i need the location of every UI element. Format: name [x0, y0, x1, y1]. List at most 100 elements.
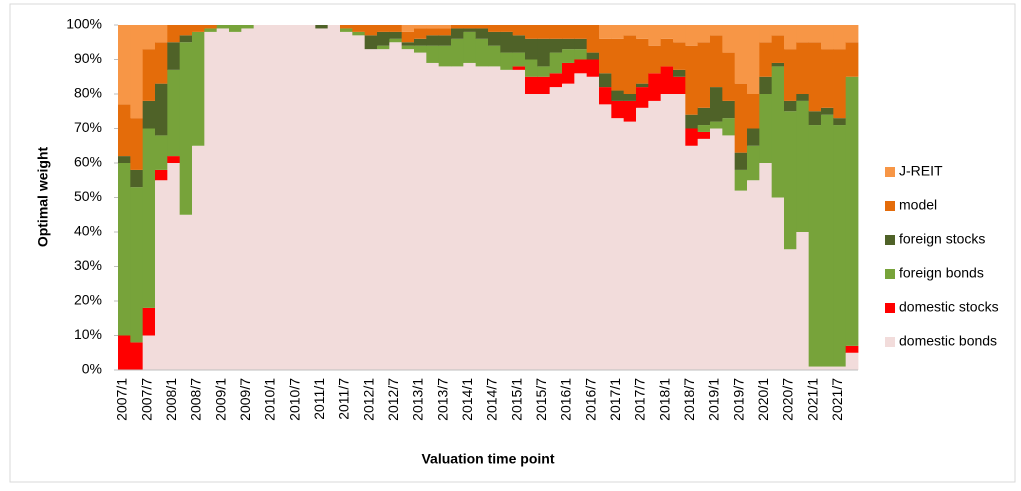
bar-segment	[808, 25, 822, 43]
bar-segment	[500, 31, 514, 53]
bar-segment	[796, 42, 810, 94]
bar-segment	[142, 335, 156, 370]
bar-segment	[377, 25, 390, 32]
bar-segment	[525, 76, 538, 94]
x-tick-label: 2021/7	[829, 378, 845, 421]
x-tick-label: 2017/7	[632, 378, 648, 421]
x-tick-label: 2018/1	[656, 378, 672, 421]
bar-segment	[537, 94, 551, 370]
bar-segment	[130, 169, 144, 188]
bar-segment	[808, 111, 822, 126]
bar-segment	[586, 52, 600, 60]
bar-segment	[537, 66, 551, 77]
legend-swatch	[885, 235, 895, 245]
y-tick-label: 0%	[82, 361, 102, 377]
bar-segment	[142, 307, 156, 336]
bar-segment	[204, 25, 218, 29]
bar-segment	[771, 197, 785, 370]
x-tick-label: 2019/1	[706, 378, 722, 421]
bar-segment	[229, 31, 242, 371]
bar-segment	[204, 28, 218, 32]
bar-segment	[673, 76, 686, 94]
bar-segment	[697, 131, 711, 139]
bar-segment	[414, 52, 427, 370]
bar-segment	[389, 25, 403, 32]
bar-segment	[648, 25, 662, 46]
bar-segment	[759, 76, 773, 94]
bar-segment	[636, 25, 649, 39]
bar-segment	[660, 38, 674, 67]
legend-swatch	[885, 167, 895, 177]
bar-segment	[722, 118, 736, 136]
bar-segment	[821, 366, 834, 370]
bar-segment	[204, 31, 218, 371]
bar-segment	[475, 66, 489, 371]
bar-segment	[414, 45, 427, 53]
bar-segment	[389, 38, 403, 43]
bar-segment	[722, 52, 736, 101]
bar-segment	[697, 138, 711, 370]
bar-segment	[574, 49, 588, 60]
bar-segment	[451, 38, 464, 67]
bar-segment	[833, 25, 847, 50]
bar-segment	[833, 49, 847, 119]
bar-segment	[673, 69, 686, 77]
bar-segment	[438, 45, 452, 67]
y-tick-label: 80%	[74, 85, 102, 101]
bar-segment	[216, 25, 230, 29]
bar-segment	[426, 28, 440, 36]
bar-segment	[833, 366, 847, 370]
bar-segment	[241, 28, 255, 370]
bar-segment	[636, 83, 649, 88]
bar-segment	[845, 345, 859, 353]
bar-segment	[771, 35, 785, 63]
bar-segment	[142, 49, 156, 101]
bar-segment	[710, 35, 723, 88]
bar-segment	[685, 45, 699, 115]
bar-segment	[130, 187, 144, 343]
bar-segment	[747, 145, 760, 181]
bar-segment	[796, 25, 810, 43]
bar-segment	[796, 100, 810, 233]
bar-segment	[438, 28, 452, 36]
bar-segment	[574, 73, 588, 371]
bar-segment	[512, 25, 526, 36]
y-tick-label: 60%	[74, 154, 102, 170]
bar-segment	[377, 31, 390, 46]
x-tick-label: 2007/1	[114, 378, 130, 421]
x-tick-label: 2017/1	[607, 378, 623, 421]
bar-segment	[697, 107, 711, 126]
legend-swatch	[885, 201, 895, 211]
bar-segment	[808, 366, 822, 370]
legend-label: domestic stocks	[899, 299, 999, 315]
bar-segment	[229, 25, 242, 32]
x-tick-label: 2008/7	[188, 378, 204, 421]
bar-segment	[808, 125, 822, 367]
bar-segment	[253, 25, 267, 370]
bar-segment	[364, 35, 378, 50]
bar-segment	[352, 31, 366, 36]
bar-segment	[414, 28, 427, 39]
bar-segment	[167, 163, 181, 370]
bar-segment	[451, 66, 464, 371]
legend-swatch	[885, 269, 895, 279]
bar-segment	[562, 49, 575, 63]
bar-segment	[833, 118, 847, 126]
bar-segment	[722, 25, 736, 53]
x-tick-label: 2018/7	[681, 378, 697, 421]
bar-segment	[673, 42, 686, 70]
x-tick-label: 2011/1	[311, 378, 327, 420]
bar-segment	[475, 38, 489, 67]
x-tick-label: 2008/1	[163, 378, 179, 421]
bar-segment	[500, 25, 514, 32]
bar-segment	[155, 83, 168, 136]
bar-segment	[155, 180, 168, 370]
bar-segment	[192, 145, 205, 370]
bar-segment	[747, 128, 760, 146]
bar-segment	[710, 121, 723, 129]
bar-segment	[611, 38, 625, 91]
bar-segment	[377, 49, 390, 371]
bar-segment	[130, 25, 144, 119]
bar-segment	[130, 118, 144, 170]
